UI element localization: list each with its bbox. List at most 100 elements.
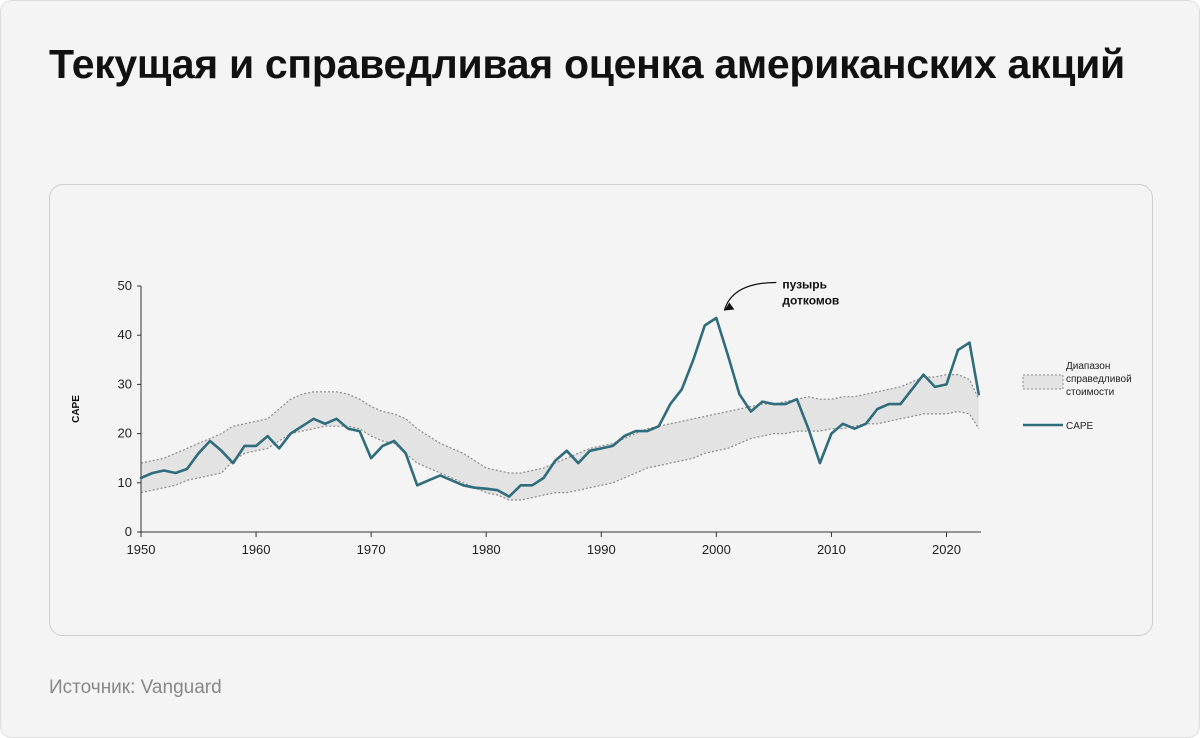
annotation-arrowhead — [724, 302, 735, 311]
cape-point — [450, 479, 453, 482]
cape-point — [358, 430, 361, 432]
cape-point — [312, 418, 315, 420]
cape-point — [232, 462, 234, 464]
legend-cape-label: CAPE — [1066, 421, 1094, 432]
cape-point — [485, 487, 488, 490]
cape-point — [462, 484, 465, 487]
legend-band-label: стоимости — [1066, 387, 1114, 398]
cape-point — [255, 445, 257, 447]
cape-point — [347, 427, 349, 430]
cape-point — [566, 450, 568, 452]
cape-point — [554, 459, 556, 462]
cape-point — [934, 386, 936, 388]
annotation-arrow — [723, 281, 777, 311]
cape-point — [727, 354, 729, 356]
cape-point — [612, 445, 614, 447]
cape-point — [658, 425, 660, 427]
cape-point — [335, 418, 338, 420]
cape-point — [496, 489, 499, 492]
cape-point — [819, 462, 821, 464]
cape-point — [600, 447, 603, 450]
cape-point — [784, 403, 787, 405]
cape-point — [531, 484, 533, 487]
cape-point — [289, 432, 292, 435]
cape-point — [393, 440, 396, 442]
cape-point — [427, 479, 430, 482]
cape-point — [174, 472, 177, 474]
x-tick-label: 2010 — [817, 542, 846, 557]
cape-point — [243, 445, 246, 447]
cape-point — [163, 469, 165, 472]
cape-point — [381, 445, 384, 447]
cape-point — [508, 495, 511, 498]
cape-point — [899, 403, 902, 405]
y-tick-label: 40 — [118, 327, 132, 342]
cape-chart: 0 10 20 30 40 50 1950 1960 1970 1980 1990 2000 2010 2… — [71, 278, 1132, 557]
cape-point — [416, 484, 419, 487]
y-tick-label: 10 — [118, 475, 132, 490]
x-tick-label: 1980 — [472, 542, 501, 557]
cape-point — [692, 359, 695, 361]
cape-point — [750, 410, 752, 413]
cape-point — [945, 383, 948, 386]
cape-point — [681, 388, 683, 391]
x-tick-label: 1970 — [357, 542, 386, 557]
cape-point — [853, 427, 856, 430]
cape-point — [623, 435, 626, 437]
cape-point — [968, 341, 971, 344]
cape-point — [807, 427, 810, 430]
cape-point — [370, 457, 372, 460]
cape-point — [220, 450, 223, 452]
cape-point — [140, 477, 142, 479]
cape-point — [796, 398, 798, 400]
fair-value-band-fill — [141, 374, 979, 500]
cape-point — [738, 393, 741, 395]
y-tick-label: 0 — [125, 524, 132, 539]
cape-point — [324, 423, 326, 425]
cape-point — [209, 440, 211, 442]
legend-band-label: справедливой — [1066, 374, 1132, 385]
cape-point — [151, 472, 154, 474]
x-tick-label: 2020 — [932, 542, 961, 557]
y-tick-label: 30 — [118, 376, 132, 391]
cape-point — [635, 430, 637, 432]
legend-band-swatch — [1022, 374, 1064, 390]
cape-point — [704, 324, 706, 327]
cape-point — [542, 477, 545, 479]
cape-point — [773, 403, 775, 405]
cape-point — [761, 400, 764, 403]
cape-point — [589, 450, 591, 452]
cape-line — [139, 316, 980, 498]
fair-value-band-upper — [140, 374, 980, 474]
cape-point — [646, 430, 649, 432]
page-title: Текущая и справедливая оценка американск… — [49, 41, 1125, 87]
cape-point — [301, 425, 303, 427]
x-tick-label: 1990 — [587, 542, 616, 557]
x-tick-label: 2000 — [702, 542, 731, 557]
chart-container: 0 10 20 30 40 50 1950 1960 1970 1980 1990 2000 2010 2… — [49, 184, 1153, 636]
cape-point — [977, 393, 980, 395]
cape-point — [876, 408, 879, 410]
cape-point — [473, 486, 476, 489]
fair-value-band-lower — [140, 410, 980, 501]
cape-point — [186, 468, 188, 470]
y-tick-label: 50 — [118, 278, 132, 293]
cape-point — [519, 484, 522, 487]
cape-point — [911, 388, 913, 391]
y-tick-label: 20 — [118, 426, 132, 441]
cape-point — [888, 403, 890, 405]
cape-point — [957, 349, 959, 351]
cape-point — [577, 462, 580, 464]
cape-point — [842, 423, 844, 425]
cape-point — [197, 452, 200, 455]
cape-point — [404, 452, 407, 455]
cape-point — [278, 447, 280, 450]
cape-point — [266, 435, 269, 437]
cape-point — [715, 317, 718, 319]
cape-point — [830, 432, 833, 435]
y-axis-title: CAPE — [71, 395, 82, 423]
source-note: Источник: Vanguard — [49, 677, 222, 698]
legend-band-label: Диапазон — [1066, 361, 1110, 372]
cape-point — [922, 373, 925, 376]
annotation-text: пузырь — [782, 278, 827, 292]
